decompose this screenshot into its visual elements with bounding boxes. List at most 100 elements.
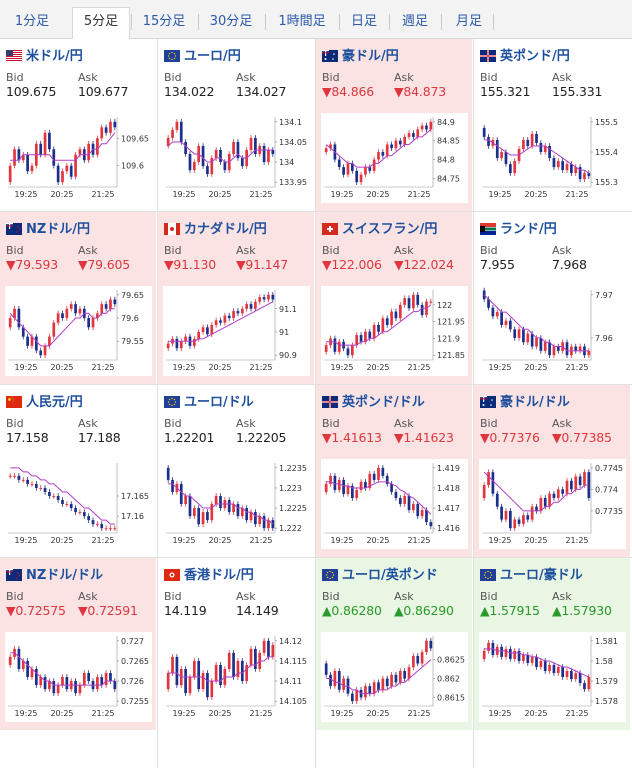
candle-body <box>78 149 82 155</box>
pair-name-link[interactable]: 香港ドル/円 <box>184 568 254 583</box>
price-chart[interactable]: 0.727 0.7265 0.726 0.7255 19:25 20:25 21:25 <box>5 632 152 722</box>
rate-panel[interactable]: 米ドル/円 Bid Ask 109.675 109.677 109.65 109.6 19:2… <box>0 39 156 211</box>
candle-body <box>100 524 104 529</box>
pair-name-link[interactable]: ユーロ/円 <box>184 49 241 64</box>
ask-value: 7.968 <box>552 257 587 272</box>
candle-body <box>39 143 43 155</box>
tab-daily[interactable]: 日足 <box>350 14 377 29</box>
ask-value: 155.331 <box>552 84 603 99</box>
pair-name-link[interactable]: 人民元/円 <box>26 395 83 410</box>
candle-body <box>381 678 385 690</box>
candle-body <box>52 149 56 166</box>
candle-body <box>407 667 411 679</box>
candle-body <box>210 158 214 175</box>
x-tick-label: 21:25 <box>565 363 588 372</box>
pair-name-link[interactable]: ランド/円 <box>500 222 557 237</box>
y-tick-label: 84.8 <box>437 156 455 165</box>
tab-weekly[interactable]: 週足 <box>401 14 428 29</box>
price-chart[interactable]: 1.581 1.58 1.579 1.578 19:25 20:25 21:25 <box>479 632 626 722</box>
candle-body <box>574 346 578 351</box>
pair-name-link[interactable]: ユーロ/豪ドル <box>500 568 583 583</box>
rate-panel[interactable]: NZドル/ドル Bid Ask ▼0.72575 ▼0.72591 0.727 0.7265… <box>0 558 156 730</box>
pair-name-link[interactable]: スイスフラン/円 <box>342 222 438 237</box>
bid-label: Bid <box>164 71 182 84</box>
price-chart[interactable]: 134.1 134.05 134 133.95 19:25 20:25 21:25 <box>163 113 310 203</box>
candle-body <box>552 664 556 674</box>
price-chart[interactable]: 0.8625 0.862 0.8615 19:25 20:25 21:25 <box>321 632 468 722</box>
candle-body <box>184 495 187 505</box>
pair-name-link[interactable]: ユーロ/英ポンド <box>342 568 438 583</box>
grid-divider <box>0 384 632 385</box>
candlestick-chart-svg: 134.1 134.05 134 133.95 19:25 20:25 21:25 <box>166 117 307 199</box>
candle-body <box>539 498 543 511</box>
rate-panel[interactable]: ユーロ/英ポンド Bid Ask ▲0.86280 ▲0.86290 0.8625 0.86… <box>316 558 472 730</box>
candle-body <box>416 655 420 664</box>
pair-name-link[interactable]: NZドル/円 <box>26 222 91 237</box>
rate-panel[interactable]: 豪ドル/ドル Bid Ask ▼0.77376 ▼0.77385 0.7745 0.774 0… <box>474 385 630 557</box>
price-chart[interactable]: 1.419 1.418 1.417 1.416 19:25 20:25 21:25 <box>321 459 468 549</box>
candle-body <box>587 350 591 356</box>
bid-value: ▼91.130 <box>164 257 216 272</box>
price-chart[interactable]: 155.5 155.4 155.3 19:25 20:25 21:25 <box>479 113 626 203</box>
candle-body <box>267 520 270 529</box>
pair-name-link[interactable]: 豪ドル/ドル <box>500 395 570 410</box>
rate-panel[interactable]: 英ポンド/ドル Bid Ask ▼1.41613 ▼1.41623 1.419 1.418 1… <box>316 385 472 557</box>
candlestick-chart-svg: 79.65 79.6 79.55 19:25 20:25 21:25 <box>8 290 144 372</box>
pair-name-link[interactable]: ユーロ/ドル <box>184 395 254 410</box>
price-chart[interactable]: 1.2235 1.223 1.2225 1.222 19:25 20:25 21:25 <box>163 459 310 549</box>
rate-panel[interactable]: 香港ドル/円 Bid Ask 14.119 14.149 14.12 14.115 14.11… <box>158 558 314 730</box>
pair-name-link[interactable]: 英ポンド/円 <box>500 49 570 64</box>
candle-body <box>74 154 77 177</box>
candle-body <box>249 304 253 309</box>
rate-panel[interactable]: スイスフラン/円 Bid Ask ▼122.006 ▼122.024 122 121.95 1… <box>316 212 472 384</box>
candle-body <box>324 345 328 352</box>
tab-monthly[interactable]: 月足 <box>455 14 482 29</box>
candle-body <box>337 159 341 168</box>
rate-panel[interactable]: ランド/円 Bid Ask 7.955 7.968 7.97 7.96 19:25 20:25 2… <box>474 212 630 384</box>
candle-body <box>372 325 376 339</box>
pair-name-link[interactable]: 英ポンド/ドル <box>342 395 425 410</box>
rate-panel[interactable]: NZドル/円 Bid Ask ▼79.593 ▼79.605 79.65 79.6 79.55… <box>0 212 156 384</box>
rate-panel[interactable]: ユーロ/豪ドル Bid Ask ▲1.57915 ▲1.57930 1.581 1.58 1.… <box>474 558 630 730</box>
rate-panel[interactable]: ユーロ/円 Bid Ask 134.022 134.027 134.1 134.05 134 1… <box>158 39 314 211</box>
tab-30min[interactable]: 30分足 <box>209 14 253 29</box>
chart-axes <box>8 290 118 361</box>
candle-body <box>197 660 201 690</box>
pair-name-link[interactable]: 豪ドル/円 <box>342 49 399 64</box>
price-chart[interactable]: 0.7745 0.774 0.7735 19:25 20:25 21:25 <box>479 459 626 549</box>
candle-body <box>61 313 64 319</box>
price-chart[interactable]: 17.165 17.16 19:25 20:25 21:25 <box>5 459 152 549</box>
rate-panel[interactable]: カナダドル/円 Bid Ask ▼91.130 ▼91.147 91.1 91 90.9 19:… <box>158 212 314 384</box>
grid-divider <box>0 211 632 212</box>
price-chart[interactable]: 91.1 91 90.9 19:25 20:25 21:25 <box>163 286 310 376</box>
candle-body <box>526 333 530 343</box>
tab-1min[interactable]: 1分足 <box>14 14 50 29</box>
price-chart[interactable]: 84.9 84.85 84.8 84.75 19:25 20:25 21:25 <box>321 113 468 203</box>
price-chart[interactable]: 109.65 109.6 19:25 20:25 21:25 <box>5 113 152 203</box>
candle-body <box>587 472 591 498</box>
pair-name-link[interactable]: NZドル/ドル <box>26 568 104 583</box>
au-flag-icon <box>480 393 496 408</box>
price-chart[interactable]: 122 121.95 121.9 121.85 19:25 20:25 21:25 <box>321 286 468 376</box>
price-chart[interactable]: 79.65 79.6 79.55 19:25 20:25 21:25 <box>5 286 152 376</box>
y-tick-label: 1.417 <box>437 504 460 513</box>
candle-body <box>245 304 249 309</box>
y-tick-label: 134.1 <box>279 118 302 127</box>
y-tick-label: 79.6 <box>121 314 139 323</box>
tab-1hour[interactable]: 1時間足 <box>278 14 326 29</box>
price-chart[interactable]: 14.12 14.115 14.11 14.105 19:25 20:25 21:25 <box>163 632 310 722</box>
candle-body <box>271 294 275 300</box>
pair-name-link[interactable]: 米ドル/円 <box>26 49 83 64</box>
candle-body <box>65 308 69 319</box>
candle-body <box>96 138 99 155</box>
tab-15min[interactable]: 15分足 <box>142 14 186 29</box>
rate-panel[interactable]: 英ポンド/円 Bid Ask 155.321 155.331 155.5 155.4 155.… <box>474 39 630 211</box>
candle-body <box>364 686 367 698</box>
price-chart[interactable]: 7.97 7.96 19:25 20:25 21:25 <box>479 286 626 376</box>
rate-panel[interactable]: ユーロ/ドル Bid Ask 1.22201 1.22205 1.2235 1.223 1.2… <box>158 385 314 557</box>
pair-name-link[interactable]: カナダドル/円 <box>184 222 267 237</box>
rate-panel[interactable]: 豪ドル/円 Bid Ask ▼84.866 ▼84.873 84.9 84.85 84.8 84… <box>316 39 472 211</box>
chart-axes <box>166 117 276 188</box>
tab-5min[interactable]: 5分足 <box>72 7 130 39</box>
rate-panel[interactable]: 人民元/円 Bid Ask 17.158 17.188 17.165 17.16 19:25 2… <box>0 385 156 557</box>
